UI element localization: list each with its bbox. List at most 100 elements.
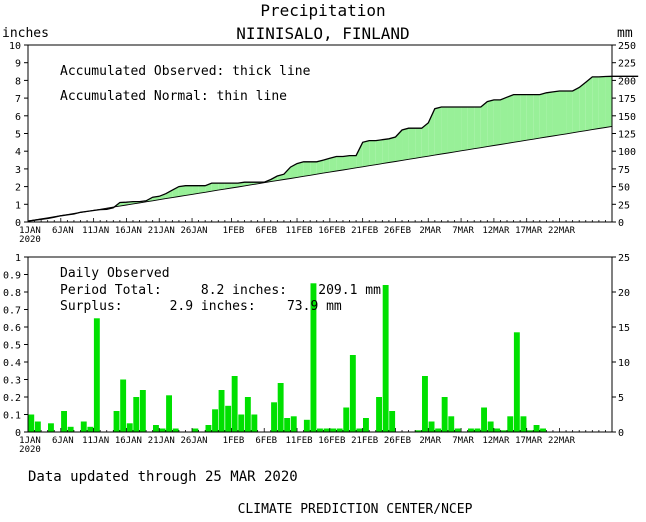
daily-precip-bar [205,425,212,432]
daily-precip-bar [48,423,54,433]
daily-precip-bar [356,428,363,432]
difference-area-segment [447,106,455,153]
difference-area-segment [526,94,534,141]
difference-area-segment [533,94,540,140]
daily-precip-bar [323,428,330,432]
daily-precip-bar [513,332,520,433]
y-tick-label-left: 8 [15,76,21,87]
y-tick-label-right: 200 [618,76,636,87]
daily-precip-bar [166,395,172,433]
x-tick-label: 22MAR [548,436,576,446]
difference-area-segment [231,183,238,189]
daily-precip-bar [474,428,481,432]
x-tick-label: 21FEB [351,226,378,236]
difference-area-segment [218,183,225,191]
accumulated-normal-line [27,125,613,222]
daily-precip-bar [435,428,442,432]
credit-line: CLIMATE PREDICTION CENTER/NCEP [238,502,473,517]
daily-precip-bar [330,428,337,432]
daily-precip-bar [28,414,35,432]
daily-precip-bar [349,355,356,432]
difference-area-segment [310,161,317,176]
difference-area-segment [461,106,468,151]
daily-precip-bar [317,428,323,432]
difference-area-segment [382,138,389,164]
x-year-label: 2020 [19,235,41,245]
y-tick-label-right: 10 [618,358,630,369]
daily-precip-bar [376,397,382,432]
difference-area-segment [421,122,429,158]
difference-area-segment [159,193,166,200]
x-tick-label: 6FEB [255,226,277,236]
y-tick-label-left: 0.8 [3,288,21,299]
x-tick-label: 12MAR [482,226,510,236]
y-tick-label-left: 0 [15,218,21,229]
daily-precip-bar [238,414,245,432]
daily-precip-bar [251,414,258,432]
daily-precip-bar [212,409,218,433]
difference-area-segment [402,128,409,161]
difference-area-segment [329,156,337,173]
x-tick-label: 2MAR [419,436,441,446]
y-tick-label-left: 0.9 [3,271,21,282]
chart-subtitle: NIINISALO, FINLAND [236,24,409,43]
x-tick-label: 6JAN [52,436,74,446]
y-tick-label-right: 5 [618,393,624,404]
y-tick-label-left: 4 [15,147,21,158]
daily-precip-bar [271,402,277,433]
difference-area-segment [546,91,553,138]
y-tick-label-right: 0 [618,428,624,439]
x-tick-label: 1JAN [19,436,41,446]
difference-area-segment [290,163,298,179]
daily-precip-bar [290,416,297,433]
difference-area-segment [362,140,370,167]
difference-area-segment [592,76,599,130]
y-tick-label-right: 75 [618,165,630,176]
difference-area-segment [369,140,376,166]
daily-precip-bar [139,390,146,432]
x-tick-label: 16JAN [115,226,142,236]
difference-area-segment [493,99,501,146]
difference-area-segment [605,76,612,128]
difference-area-segment [520,94,527,142]
y-axis-label-left: inches [2,26,49,41]
y-tick-label-right: 25 [618,253,630,264]
daily-precip-bar [336,428,343,432]
x-tick-label: 17MAR [515,226,543,236]
daily-precip-bar [126,423,133,433]
daily-precip-bar [487,421,494,432]
daily-precip-bar [507,416,514,433]
y-tick-label-left: 9 [15,59,21,70]
daily-precip-bar [153,425,159,432]
daily-precip-bar [80,421,87,432]
difference-area-segment [297,161,304,178]
y-tick-label-right: 25 [618,200,630,211]
daily-precip-bar [422,376,428,432]
x-tick-label: 12MAR [482,436,510,446]
y-tick-label-right: 150 [618,112,636,123]
x-tick-label: 11JAN [82,436,109,446]
difference-area-segment [507,94,514,144]
difference-area-segment [474,106,481,149]
daily-precip-bar [454,428,461,432]
data-updated-note: Data updated through 25 MAR 2020 [28,469,298,485]
daily-precip-bar [93,318,100,433]
daily-precip-bar [277,383,284,432]
daily-precip-bar [133,397,140,432]
difference-area-segment [454,106,462,152]
x-tick-label: 11FEB [285,436,312,446]
difference-area-segment [316,160,324,175]
difference-area-segment [165,190,173,199]
y-tick-label-right: 20 [618,288,630,299]
daily-precip-bar [494,428,501,432]
daily-precip-bar [67,426,74,433]
x-tick-label: 6FEB [255,436,277,446]
daily-precip-bar [533,425,540,432]
x-tick-label: 2MAR [419,226,441,236]
daily-precip-bar [218,390,225,432]
difference-area-segment [467,106,475,150]
y-tick-label-left: 10 [9,41,21,52]
difference-area-segment [192,185,199,195]
y-tick-label-left: 0 [15,428,21,439]
y-tick-label-left: 5 [15,130,21,141]
